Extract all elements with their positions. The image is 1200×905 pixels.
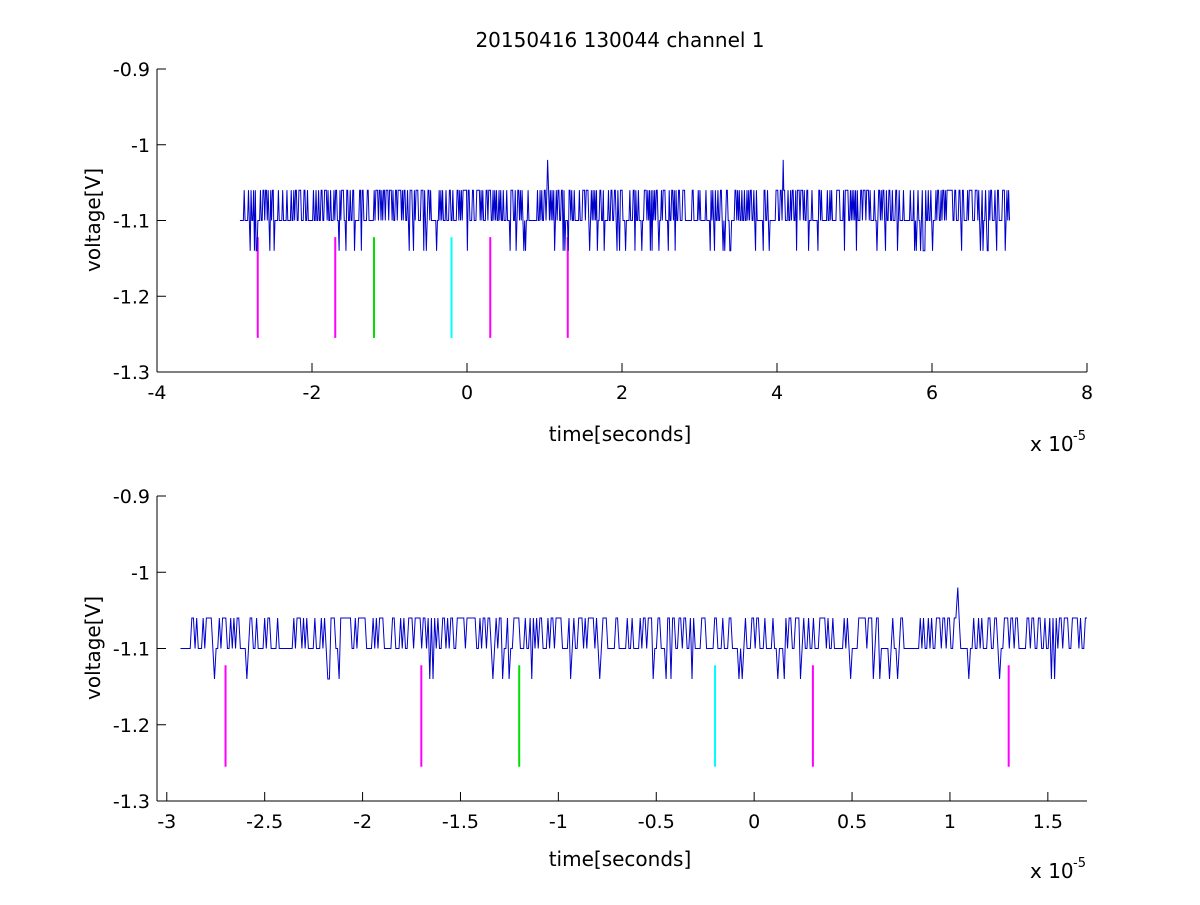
bottom-x-tick-label: -2.5 [246,811,283,833]
bottom-x-tick-label: 0.5 [837,811,867,833]
figure-title: 20150416 130044 channel 1 [475,28,764,52]
top-x-tick-label: 4 [771,382,783,404]
bottom-axes: -3 -2.5 -2 -1.5 -1 -0.5 0 0.5 1 1.5 -1.3 -1.2 -1.1 -1… [81,486,1087,883]
top-x-tick-label: 8 [1081,382,1093,404]
bottom-signal-group [180,587,1087,680]
top-signal-group [239,159,1010,252]
bottom-x-axis-label: time[seconds] [549,847,692,871]
bottom-y-tick-label: -0.9 [113,486,150,508]
bottom-x-tick-label: -3 [157,811,176,833]
top-y-tick-label: -1 [131,135,150,157]
bottom-x-tick-label: -2 [353,811,372,833]
bottom-y-axis-label: voltage[V] [81,596,105,700]
top-y-axis-label: voltage[V] [81,168,105,272]
top-x-axis-label: time[seconds] [549,422,692,446]
top-plot-area [157,69,1087,372]
bottom-x-multiplier: x 10 [1030,859,1074,883]
top-plot-background [157,69,1087,372]
top-x-exponent: -5 [1073,429,1086,444]
bottom-signal-line [180,587,1087,680]
top-x-tick-label: -2 [303,382,322,404]
top-x-tick-label: -4 [148,382,167,404]
bottom-x-tick-label: 1.5 [1033,811,1063,833]
bottom-y-tick-label: -1.1 [113,639,150,661]
bottom-y-tick-label: -1.2 [113,715,150,737]
top-x-tick-label: 6 [926,382,938,404]
top-y-tick-label: -1.3 [113,362,150,384]
bottom-ticks: -3 -2.5 -2 -1.5 -1 -0.5 0 0.5 1 1.5 -1.3 -1.2 -1.1 -1… [113,486,1063,833]
top-x-multiplier: x 10 [1030,432,1074,456]
bottom-marker-group [224,665,1010,767]
bottom-y-tick-label: -1 [131,562,150,584]
top-marker-group [256,237,569,338]
bottom-y-tick-label: -1.3 [113,791,150,813]
bottom-x-tick-label: -0.5 [638,811,675,833]
top-x-tick-label: 2 [616,382,628,404]
top-signal-line [239,159,1010,252]
bottom-x-tick-label: 0 [748,811,760,833]
bottom-x-tick-label: -1 [549,811,568,833]
bottom-x-exponent: -5 [1073,856,1086,871]
top-axes: -4 -2 0 2 4 6 8 -1.3 -1.2 -1.1 -1 -0.9 time[seconds… [81,59,1093,456]
top-x-tick-label: 0 [461,382,473,404]
top-y-tick-label: -1.1 [113,211,150,233]
top-ticks: -4 -2 0 2 4 6 8 -1.3 -1.2 -1.1 -1 -0.9 [113,59,1093,404]
top-y-tick-label: -1.2 [113,286,150,308]
bottom-x-tick-label: 1 [944,811,956,833]
bottom-x-tick-label: -1.5 [442,811,479,833]
top-y-tick-label: -0.9 [113,59,150,81]
